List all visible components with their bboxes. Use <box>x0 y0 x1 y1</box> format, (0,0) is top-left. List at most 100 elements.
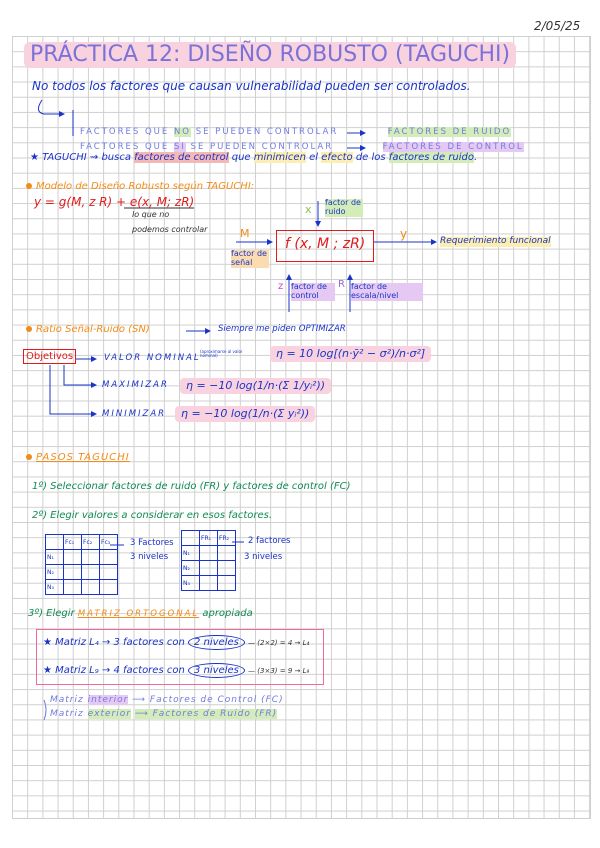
outer-matrix: Matriz exterior ⟶ Factores de Ruido (FR) <box>50 709 278 720</box>
circled-levels: 2 niveles <box>187 635 245 650</box>
col-header: FR₂ <box>217 530 236 546</box>
text: y = g(M, z R) + <box>34 195 127 209</box>
input-m: M <box>240 227 250 240</box>
model-equation: y = g(M, z R) + e(x, M; zR) <box>34 195 195 209</box>
text: SE PUEDEN CONTROLAR <box>190 142 334 152</box>
step-2: 2º) Elegir valores a considerar en esos … <box>32 510 273 521</box>
noise-factor-label: factor de ruido <box>325 198 363 217</box>
fc-note-factors: 3 Factores <box>130 538 174 548</box>
text: Modelo de Diseño Robusto según TAGUCHI: <box>36 181 255 192</box>
objective-nominal: VALOR NOMINAL <box>104 353 201 363</box>
row-header: N₂ <box>181 560 200 576</box>
noise-factors-table: FR₁ FR₂ N₁ N₂ N₃ <box>181 530 236 591</box>
text: apropiada <box>202 608 253 619</box>
text: ⟶ Factores de Ruido (FR) <box>134 709 278 719</box>
formula-nominal: η = 10 log[(n·ȳ² − σ²)/n·σ²] <box>270 346 432 363</box>
objective-maximize: MAXIMIZAR <box>102 380 169 390</box>
text: exterior <box>87 709 131 719</box>
model-system-box: f (x, M ; zR) <box>276 230 374 262</box>
date: 2/05/25 <box>534 19 581 33</box>
text: e(x, M; zR) <box>129 195 195 209</box>
steps-heading: PASOS TAGUCHI <box>26 452 130 463</box>
sn-heading: Ratio Señal-Ruido (SN) <box>26 324 150 335</box>
note: lo que no <box>132 210 170 219</box>
control-factors-table: Fc₁ Fc₂ Fc₃ N₁ N₂ N₃ <box>45 534 118 595</box>
text: interior <box>87 695 129 705</box>
nominal-note: (aproximarse al valor nominal) <box>200 349 243 359</box>
box-formula: f (x, M ; zR) <box>285 236 366 252</box>
text: de los <box>355 152 386 163</box>
bullet-icon <box>26 454 32 460</box>
input-z: z <box>278 281 284 292</box>
output-y: y <box>400 227 408 241</box>
row-header: N₁ <box>45 549 64 565</box>
factor-type-uncontrollable: FACTORES QUE NO SE PUEDEN CONTROLAR FACT… <box>80 127 512 137</box>
step-1: 1º) Seleccionar factores de ruido (FR) y… <box>32 481 351 492</box>
text: FACTORES QUE <box>80 127 170 137</box>
taguchi-note: ★ TAGUCHI ⇝ busca factores de control qu… <box>30 152 477 163</box>
input-r: R <box>338 279 345 290</box>
col-header: Fc₃ <box>99 534 118 550</box>
text: el <box>309 152 319 163</box>
objective-minimize: MINIMIZAR <box>102 409 167 419</box>
row-header: N₁ <box>181 545 200 561</box>
keyword: SI <box>173 142 186 152</box>
result-noise-factors: FACTORES DE RUIDO <box>387 127 512 137</box>
row-header: N₃ <box>181 575 200 591</box>
fr-note-factors: 2 factores <box>248 536 291 546</box>
text: que <box>231 152 251 163</box>
bullet-icon <box>26 183 32 189</box>
col-header: Fc₂ <box>81 534 100 550</box>
inner-matrix: Matriz interior ⟶ Factores de Control (F… <box>50 695 284 706</box>
text: TAGUCHI ⇝ busca <box>42 152 131 163</box>
fr-note-levels: 3 niveles <box>244 552 283 562</box>
calc: — (3×3) = 9 → L₉ <box>248 667 310 675</box>
result-control-factors: FACTORES DE CONTROL <box>382 142 524 152</box>
col-header: FR₁ <box>199 530 218 546</box>
text: ⟶ Factores de Control (FC) <box>132 695 284 705</box>
text: FACTORES QUE <box>80 142 170 152</box>
sn-note: Siempre me piden OPTIMIZAR <box>218 324 346 334</box>
control-factor-label: factor de control <box>291 282 335 301</box>
keyword: NO <box>173 127 192 137</box>
matrix-l4: ★ Matriz L₄ → 3 factores con 2 niveles —… <box>43 635 310 650</box>
text: factores de control <box>134 152 229 163</box>
text: ★ Matriz L₄ → 3 factores con <box>43 637 185 648</box>
fc-note-levels: 3 niveles <box>130 552 169 562</box>
text: efecto <box>321 152 353 163</box>
note: podemos controlar <box>132 225 208 234</box>
step-3: 3º) Elegir MATRIZ ORTOGONAL apropiada <box>28 608 253 619</box>
scale-factor-label: factor de escala/nivel <box>351 282 423 301</box>
text: Ratio Señal-Ruido (SN) <box>36 324 150 335</box>
bullet-icon <box>26 326 32 332</box>
input-x: x <box>305 203 312 216</box>
signal-factor-label: factor de señal <box>231 249 269 268</box>
text: PASOS TAGUCHI <box>36 452 130 463</box>
row-header: N₃ <box>45 579 64 595</box>
intro-text: No todos los factores que causan vulnera… <box>32 79 471 93</box>
text: Matriz <box>50 695 84 705</box>
grid-paper-background <box>12 36 591 819</box>
text: Matriz <box>50 709 84 719</box>
factor-type-controllable: FACTORES QUE SI SE PUEDEN CONTROLAR FACT… <box>80 142 524 152</box>
star-icon: ★ <box>30 152 39 163</box>
objectives-box: Objetivos <box>23 349 77 364</box>
text: minimicen <box>253 152 306 163</box>
page-title: PRÁCTICA 12: DISEÑO ROBUSTO (TAGUCHI) <box>24 42 517 69</box>
formula-maximize: η = −10 log(1/n·(Σ 1/yᵢ²)) <box>180 378 332 395</box>
text: SE PUEDEN CONTROLAR <box>195 127 339 137</box>
formula-minimize: η = −10 log(1/n·(Σ yᵢ²)) <box>175 406 316 423</box>
text: factores de ruido <box>388 152 475 163</box>
cell <box>45 534 64 550</box>
row-header: N₂ <box>45 564 64 580</box>
calc: — (2×2) = 4 → L₄ <box>248 639 310 647</box>
circled-levels: 3 niveles <box>187 663 245 678</box>
text: ★ Matriz L₉ → 4 factores con <box>43 665 185 676</box>
text: 3º) Elegir <box>28 608 75 619</box>
matrices-box: ★ Matriz L₄ → 3 factores con 2 niveles —… <box>36 629 324 685</box>
output-label: Requerimiento funcional <box>440 236 551 247</box>
matrix-l9: ★ Matriz L₉ → 4 factores con 3 niveles —… <box>43 663 310 678</box>
model-heading: Modelo de Diseño Robusto según TAGUCHI: <box>26 181 254 192</box>
col-header: Fc₁ <box>63 534 82 550</box>
